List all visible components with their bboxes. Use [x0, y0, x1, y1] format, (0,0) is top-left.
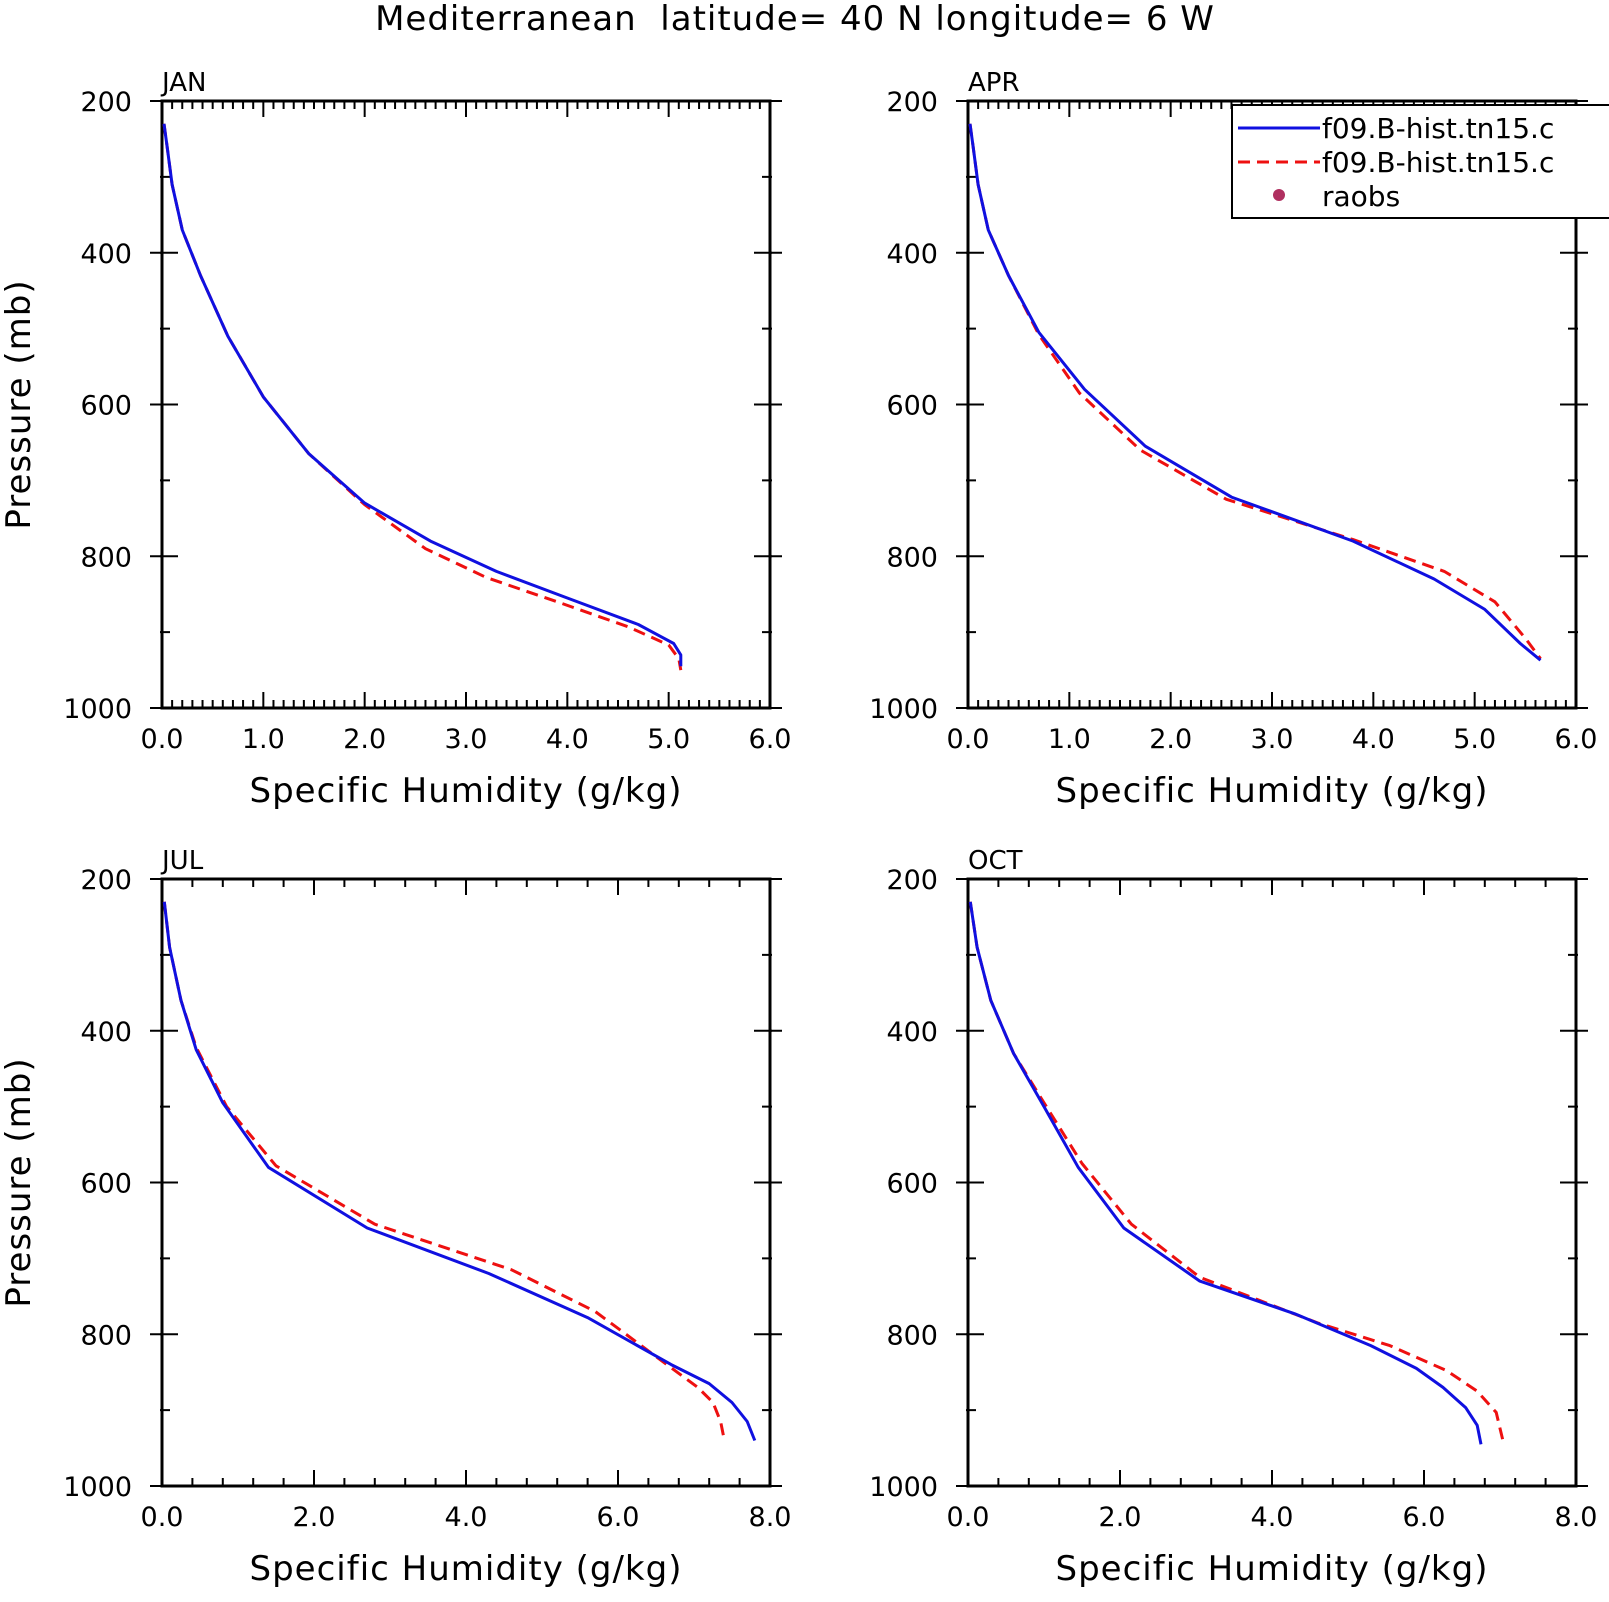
x-tick-label: 0.0: [947, 724, 990, 755]
series-line-red-dashed: [162, 901, 726, 1441]
x-axis-label: Specific Humidity (g/kg): [250, 771, 683, 811]
x-tick-label: 4.0: [1352, 724, 1395, 755]
y-tick-label: 200: [80, 87, 132, 118]
panel-title: JAN: [160, 68, 206, 98]
x-tick-label: 4.0: [445, 1502, 488, 1533]
x-tick-label: 3.0: [1251, 724, 1294, 755]
legend-box: [1231, 104, 1609, 219]
y-tick-label: 400: [886, 1017, 938, 1048]
x-tick-label: 8.0: [1555, 1502, 1598, 1533]
y-tick-label: 200: [886, 865, 938, 896]
y-tick-label: 600: [80, 1169, 132, 1200]
y-tick-label: 1000: [869, 1472, 938, 1503]
x-tick-label: 4.0: [546, 724, 589, 755]
y-tick-label: 200: [80, 865, 132, 896]
panel-title: OCT: [968, 846, 1023, 876]
y-tick-label: 600: [886, 1169, 938, 1200]
y-tick-label: 800: [886, 1320, 938, 1351]
x-axis-label: Specific Humidity (g/kg): [1056, 1549, 1489, 1589]
y-tick-label: 800: [80, 542, 132, 573]
x-tick-label: 1.0: [242, 724, 285, 755]
legend-marker-2: [1273, 189, 1285, 201]
y-tick-label: 1000: [63, 1472, 132, 1503]
x-axis-label: Specific Humidity (g/kg): [250, 1549, 683, 1589]
series-line-blue-solid: [968, 901, 1483, 1445]
x-tick-label: 2.0: [1149, 724, 1192, 755]
panel-3: 0.0 2.0 4.0 6.0 8.0 200 400 600 800 1000 OCT Specif…: [869, 846, 1597, 1589]
y-tick-label: 1000: [869, 694, 938, 725]
legend-entry-2: raobs: [1322, 180, 1400, 213]
y-tick-label: 400: [80, 239, 132, 270]
y-tick-label: 400: [80, 1017, 132, 1048]
panel-title: APR: [968, 68, 1020, 98]
plot-frame: [160, 877, 772, 1488]
y-tick-label: 800: [886, 542, 938, 573]
x-tick-label: 0.0: [141, 724, 184, 755]
y-tick-label: 600: [886, 391, 938, 422]
x-axis-label: Specific Humidity (g/kg): [1056, 771, 1489, 811]
panel-2: 0.0 2.0 4.0 6.0 8.0 200 400 600 800 1000 JUL Specif…: [0, 846, 791, 1589]
x-tick-label: 5.0: [1453, 724, 1496, 755]
series-line-red-dashed: [162, 123, 683, 671]
plot-frame: [160, 99, 772, 710]
panel-title: JUL: [160, 846, 204, 876]
figure-title: Mediterranean latitude= 40 N longitude= …: [375, 0, 1215, 39]
x-tick-label: 0.0: [947, 1502, 990, 1533]
series-line-blue-solid: [162, 123, 683, 667]
panel-0: 0.0 1.0 2.0 3.0 4.0 5.0 6.0 200 400 600 800 1000 JAN…: [0, 68, 791, 811]
y-axis-label: Pressure (mb): [0, 1057, 39, 1307]
x-tick-label: 2.0: [343, 724, 386, 755]
legend-entry-0: f09.B-hist.tn15.c: [1322, 112, 1554, 145]
x-tick-label: 4.0: [1251, 1502, 1294, 1533]
y-tick-label: 1000: [63, 694, 132, 725]
y-tick-label: 600: [80, 391, 132, 422]
x-tick-label: 5.0: [647, 724, 690, 755]
x-tick-label: 8.0: [749, 1502, 792, 1533]
x-tick-label: 6.0: [597, 1502, 640, 1533]
x-tick-label: 1.0: [1048, 724, 1091, 755]
legend-entry-1: f09.B-hist.tn15.c: [1322, 146, 1554, 179]
x-tick-label: 0.0: [141, 1502, 184, 1533]
series-line-red-dashed: [968, 901, 1506, 1445]
series-line-blue-solid: [162, 901, 757, 1442]
x-tick-label: 2.0: [293, 1502, 336, 1533]
y-tick-label: 800: [80, 1320, 132, 1351]
y-tick-label: 400: [886, 239, 938, 270]
series-line-blue-solid: [968, 123, 1542, 662]
x-tick-label: 6.0: [749, 724, 792, 755]
plot-frame: [966, 877, 1578, 1488]
x-tick-label: 2.0: [1099, 1502, 1142, 1533]
y-tick-label: 200: [886, 87, 938, 118]
x-tick-label: 6.0: [1555, 724, 1598, 755]
y-axis-label: Pressure (mb): [0, 279, 39, 529]
legend: f09.B-hist.tn15.c f09.B-hist.tn15.c raob…: [1231, 104, 1609, 219]
x-tick-label: 3.0: [445, 724, 488, 755]
x-tick-label: 6.0: [1403, 1502, 1446, 1533]
